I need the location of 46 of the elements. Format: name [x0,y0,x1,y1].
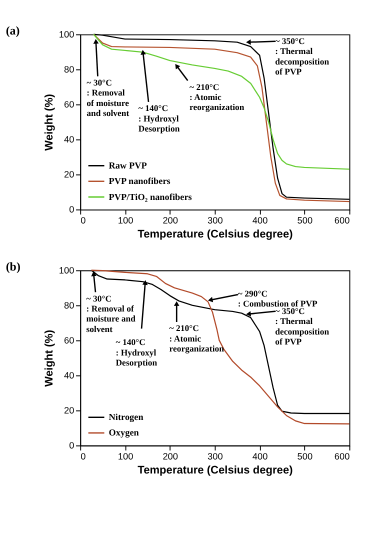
annotation: ~ 210°C : Atomic reorganization [169,323,224,354]
x-tick-label: 300 [208,216,223,226]
x-tick-label: 200 [162,216,178,226]
x-tick-label: 600 [334,452,350,462]
y-tick-label: 20 [64,406,74,416]
annotation: ~ 140°C : Hydroxyl Desorption [116,337,158,368]
y-tick-label: 60 [64,100,74,110]
legend-label: Nitrogen [108,412,144,424]
y-tick-label: 40 [64,370,74,381]
y-tick-label: 0 [69,440,74,451]
y-tick-label: 80 [64,300,74,311]
legend-label: Raw PVP [108,160,148,170]
chart-title: (a) [6,23,20,38]
x-axis-title: Temperature (Celsius degree) [138,228,294,241]
legend-label: PVP nanofibers [108,176,171,186]
annotation: ~ 210°C : Atomic reorganization [190,82,244,112]
legend-label: Oxygen [108,428,139,439]
y-tick-label: 20 [64,170,74,180]
y-tick-label: 40 [64,134,74,145]
annotation: ~ 30°C : Removal of moisture and solvent [86,293,136,334]
x-tick-label: 400 [252,216,268,226]
annotation: ~ 140°C : Hydroxyl Desorption [138,103,180,134]
x-tick-label: 400 [252,452,268,462]
annotation: ~ 290°C : Combustion of PVP [238,288,318,308]
x-tick-label: 200 [162,452,178,462]
x-tick-label: 500 [297,216,313,226]
y-axis-title: Weight (%) [43,330,56,387]
annotation: ~ 350°C : Thermal decomposition of PVP [275,306,330,346]
x-tick-label: 500 [297,452,313,462]
y-tick-label: 100 [58,266,74,276]
y-tick-label: 60 [64,336,74,346]
legend-label: PVP/TiO₂ nanofibers [108,192,192,202]
x-tick-label: 0 [80,216,86,226]
x-tick-label: 0 [80,452,86,462]
x-tick-label: 600 [334,216,350,226]
y-tick-label: 0 [69,204,74,215]
x-tick-label: 100 [118,216,134,226]
x-tick-label: 100 [118,452,134,462]
y-tick-label: 80 [64,64,74,75]
annotation: ~ 30°C : Removal of moisture and solvent [86,78,130,118]
chart-title: (b) [6,259,20,274]
y-tick-label: 100 [58,30,74,40]
y-axis-title: Weight (%) [43,94,56,151]
x-tick-label: 300 [208,452,223,462]
x-axis-title: Temperature (Celsius degree) [138,464,294,477]
annotation: ~ 350°C : Thermal decomposition of PVP [275,36,330,76]
